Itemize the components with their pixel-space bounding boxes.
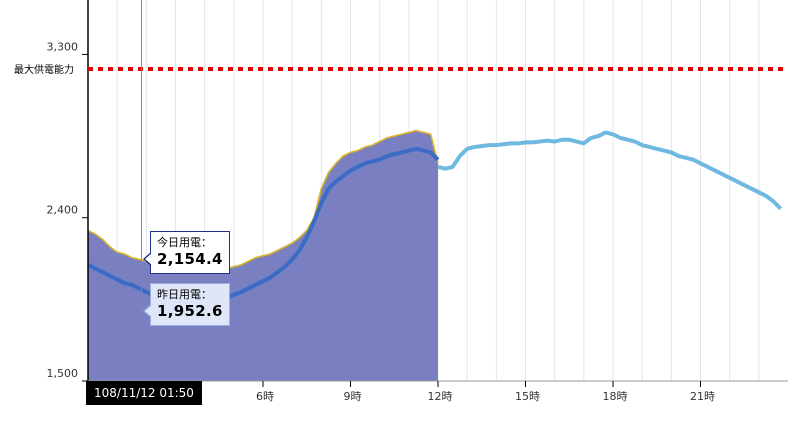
- tooltip-arrow: [143, 252, 152, 266]
- tooltip-arrow: [143, 304, 152, 318]
- yesterday-line: [87, 146, 440, 305]
- x-axis: 6時 9時 12時 15時 18時 21時: [88, 380, 788, 403]
- y-axis: 1,500 2,400 3,300: [47, 0, 89, 382]
- y-tick-label: 3,300: [47, 40, 79, 53]
- capacity-line-group: 最大供電能力: [14, 63, 788, 76]
- x-tick-label: 6時: [256, 390, 274, 403]
- tooltip-yesterday-label: 昨日用電：: [157, 288, 212, 301]
- x-tick-label: 18時: [603, 390, 628, 403]
- tooltip-yesterday-value: 1,952.6: [157, 302, 223, 320]
- y-tick-label: 1,500: [47, 367, 79, 380]
- tooltip-today-label: 今日用電：: [157, 236, 212, 249]
- x-tick-label: 9時: [344, 390, 362, 403]
- x-tick-label: 21時: [690, 390, 715, 403]
- y-tick-label: 2,400: [47, 204, 79, 217]
- tooltip-yesterday: 昨日用電： 1,952.6: [143, 283, 230, 326]
- vertical-gridlines: [116, 0, 760, 381]
- capacity-label: 最大供電能力: [14, 63, 74, 76]
- x-tick-label: 12時: [428, 390, 453, 403]
- x-tick-label: 15時: [515, 390, 540, 403]
- tooltip-today-value: 2,154.4: [157, 250, 223, 268]
- forecast-line: [437, 130, 783, 211]
- cursor-time-label: 108/11/12 01:50: [86, 381, 202, 405]
- tooltip-today: 今日用電： 2,154.4: [143, 231, 230, 274]
